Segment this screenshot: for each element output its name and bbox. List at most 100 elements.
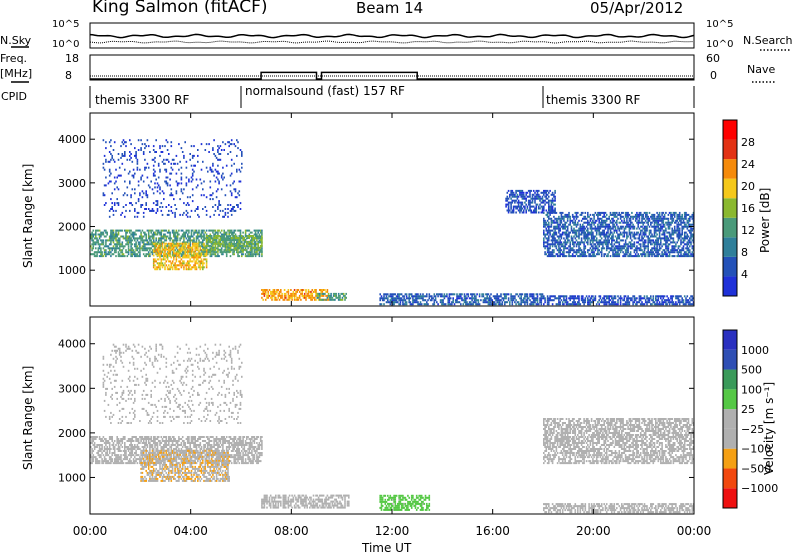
heatmap-cell: [584, 211, 587, 214]
heatmap-cell: [534, 197, 536, 200]
heatmap-cell: [380, 303, 383, 306]
heatmap-cell: [314, 296, 316, 299]
heatmap-cell: [689, 217, 691, 220]
heatmap-cell: [471, 295, 473, 298]
heatmap-cell: [117, 239, 120, 242]
heatmap-cell: [587, 215, 589, 218]
heatmap-cell: [579, 241, 582, 244]
heatmap-cell: [651, 253, 653, 256]
heatmap-cell: [605, 247, 608, 250]
heatmap-cell: [324, 298, 326, 301]
heatmap-cell: [658, 231, 661, 234]
heatmap-cell: [174, 211, 176, 214]
heatmap-cell: [165, 256, 168, 259]
heatmap-cell: [545, 213, 548, 216]
heatmap-cell: [337, 296, 340, 299]
heatmap-cell: [165, 206, 168, 208]
heatmap-cell: [543, 193, 545, 196]
heatmap-cell: [227, 243, 229, 246]
heatmap-cell: [291, 292, 293, 295]
heatmap-cell: [241, 255, 243, 258]
heatmap-cell: [565, 247, 568, 250]
heatmap-cell: [154, 174, 156, 177]
heatmap-cell: [189, 241, 191, 244]
heatmap-cell: [544, 191, 546, 194]
heatmap-cell: [219, 158, 222, 161]
heatmap-cell: [229, 184, 232, 187]
heatmap-cell: [321, 289, 324, 291]
heatmap-cell: [678, 249, 681, 252]
heatmap-cell: [629, 225, 632, 228]
heatmap-cell: [564, 241, 566, 244]
heatmap-cell: [181, 256, 184, 259]
heatmap-cell: [134, 243, 136, 246]
heatmap-cell: [594, 249, 597, 252]
heatmap-cell: [225, 233, 228, 236]
heatmap-cell: [575, 231, 578, 234]
heatmap-cell: [532, 293, 535, 296]
heatmap-cell: [582, 255, 584, 258]
heatmap-cell: [195, 241, 198, 244]
heatmap-cell: [195, 208, 198, 210]
heatmap-cell: [232, 208, 234, 210]
heatmap-cell: [183, 260, 185, 263]
heatmap-cell: [611, 235, 613, 238]
heatmap-cell: [566, 225, 569, 228]
heatmap-cell: [205, 260, 208, 263]
heatmap-cell: [570, 219, 573, 222]
heatmap-cell: [165, 239, 168, 242]
heatmap-cell: [309, 290, 311, 293]
heatmap-cell: [117, 243, 120, 246]
heatmap-cell: [548, 235, 550, 238]
heatmap-cell: [665, 255, 667, 258]
heatmap-cell: [642, 243, 644, 246]
heatmap-cell: [217, 178, 219, 181]
heatmap-cell: [657, 237, 660, 240]
heatmap-cell: [456, 295, 458, 298]
heatmap-cell: [559, 241, 561, 244]
heatmap-cell: [288, 294, 291, 297]
heatmap-cell: [589, 241, 592, 244]
heatmap-cell: [641, 221, 643, 224]
heatmap-cell: [188, 178, 190, 181]
heatmap-cell: [661, 255, 663, 258]
heatmap-cell: [657, 219, 660, 222]
heatmap-cell: [233, 229, 235, 232]
heatmap-cell: [140, 235, 142, 238]
heatmap-cell: [198, 245, 200, 248]
heatmap-cell: [551, 199, 554, 202]
heatmap-cell: [230, 192, 233, 195]
heatmap-cell: [602, 241, 604, 244]
heatmap-cell: [140, 239, 142, 242]
heatmap-cell: [178, 252, 180, 255]
heatmap-cell: [678, 215, 681, 218]
heatmap-cell: [592, 241, 594, 244]
heatmap-cell: [393, 301, 395, 304]
heatmap-cell: [234, 244, 237, 247]
heatmap-cell: [390, 299, 393, 302]
heatmap-cell: [154, 151, 156, 153]
heatmap-cell: [144, 255, 146, 258]
heatmap-cell: [224, 237, 227, 240]
heatmap-cell: [197, 154, 199, 157]
heatmap-cell: [585, 233, 588, 236]
heatmap-cell: [385, 297, 388, 300]
heatmap-cell: [633, 249, 636, 252]
heatmap-cell: [598, 225, 600, 228]
heatmap-cell: [251, 240, 253, 243]
heatmap-cell: [230, 242, 233, 245]
heatmap-cell: [171, 244, 174, 247]
heatmap-cell: [538, 207, 540, 210]
heatmap-cell: [106, 253, 108, 256]
heatmap-cell: [180, 255, 183, 258]
heatmap-cell: [117, 158, 120, 161]
heatmap-cell: [672, 245, 675, 248]
heatmap-cell: [149, 253, 151, 256]
heatmap-cell: [584, 253, 587, 256]
heatmap-cell: [417, 297, 419, 300]
heatmap-cell: [592, 219, 594, 222]
heatmap-cell: [157, 237, 160, 240]
heatmap-cell: [623, 221, 626, 224]
heatmap-cell: [248, 235, 251, 237]
heatmap-cell: [512, 205, 515, 208]
